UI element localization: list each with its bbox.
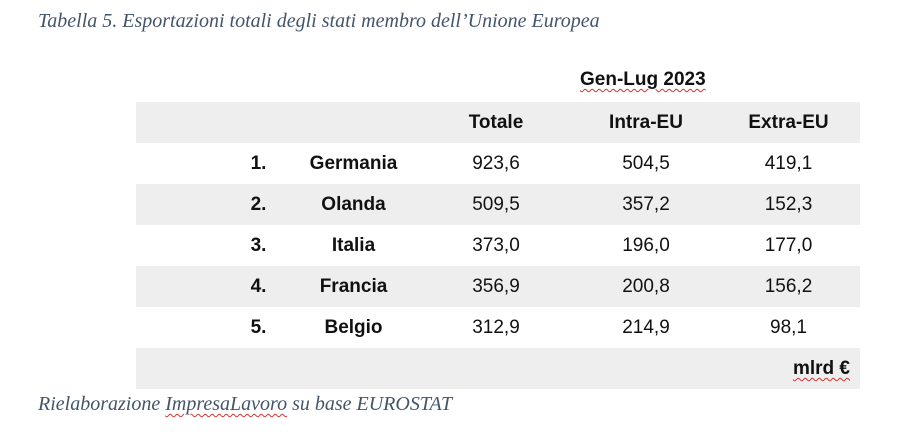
rank-cell: 2.: [250, 194, 267, 215]
rank-cell: 3.: [250, 235, 267, 256]
extra-eu-cell: 152,3: [764, 194, 813, 215]
table-row: 4. Francia 356,9 200,8 156,2: [136, 266, 860, 307]
extra-eu-cell: 419,1: [764, 153, 813, 174]
intra-eu-cell: 504,5: [622, 153, 670, 174]
rank-cell: 5.: [250, 317, 267, 338]
intra-eu-cell: 196,0: [622, 235, 670, 256]
table-row: 2. Olanda 509,5 357,2 152,3: [136, 184, 860, 225]
country-cell: Italia: [331, 235, 376, 256]
extra-eu-cell: 177,0: [764, 235, 813, 256]
country-cell: Olanda: [321, 194, 386, 215]
intra-eu-cell: 200,8: [622, 276, 670, 297]
table-header-row: Totale Intra-EU Extra-EU: [136, 102, 860, 143]
country-cell: Belgio: [324, 317, 383, 338]
exports-table: Totale Intra-EU Extra-EU 1. Germania 923…: [136, 102, 860, 389]
table-caption: Tabella 5. Esportazioni totali degli sta…: [38, 10, 600, 32]
rank-cell: 1.: [250, 153, 267, 174]
table-row: 5. Belgio 312,9 214,9 98,1: [136, 307, 860, 348]
total-cell: 923,6: [472, 153, 520, 174]
total-cell: 356,9: [472, 276, 520, 297]
source-prefix: Rielaborazione: [38, 393, 166, 415]
unit-label: mlrd €: [792, 358, 850, 379]
intra-eu-cell: 357,2: [622, 194, 670, 215]
rank-cell: 4.: [250, 276, 267, 297]
source-suffix: su base EUROSTAT: [287, 393, 453, 415]
country-cell: Germania: [309, 153, 398, 174]
total-cell: 509,5: [472, 194, 520, 215]
total-cell: 312,9: [472, 317, 520, 338]
table-footer-row: mlrd €: [136, 348, 860, 389]
total-cell: 373,0: [472, 235, 520, 256]
source-name: ImpresaLavoro: [165, 393, 288, 415]
source-note: Rielaborazione ImpresaLavoro su base EUR…: [38, 393, 452, 416]
extra-eu-cell: 156,2: [764, 276, 813, 297]
country-cell: Francia: [319, 276, 388, 297]
header-extra-eu: Extra-EU: [748, 112, 829, 133]
header-intra-eu: Intra-EU: [609, 112, 683, 133]
table-row: 3. Italia 373,0 196,0 177,0: [136, 225, 860, 266]
header-total: Totale: [468, 112, 524, 133]
period-header: Gen-Lug 2023: [580, 69, 706, 90]
table-row: 1. Germania 923,6 504,5 419,1: [136, 143, 860, 184]
extra-eu-cell: 98,1: [770, 317, 807, 338]
intra-eu-cell: 214,9: [622, 317, 670, 338]
